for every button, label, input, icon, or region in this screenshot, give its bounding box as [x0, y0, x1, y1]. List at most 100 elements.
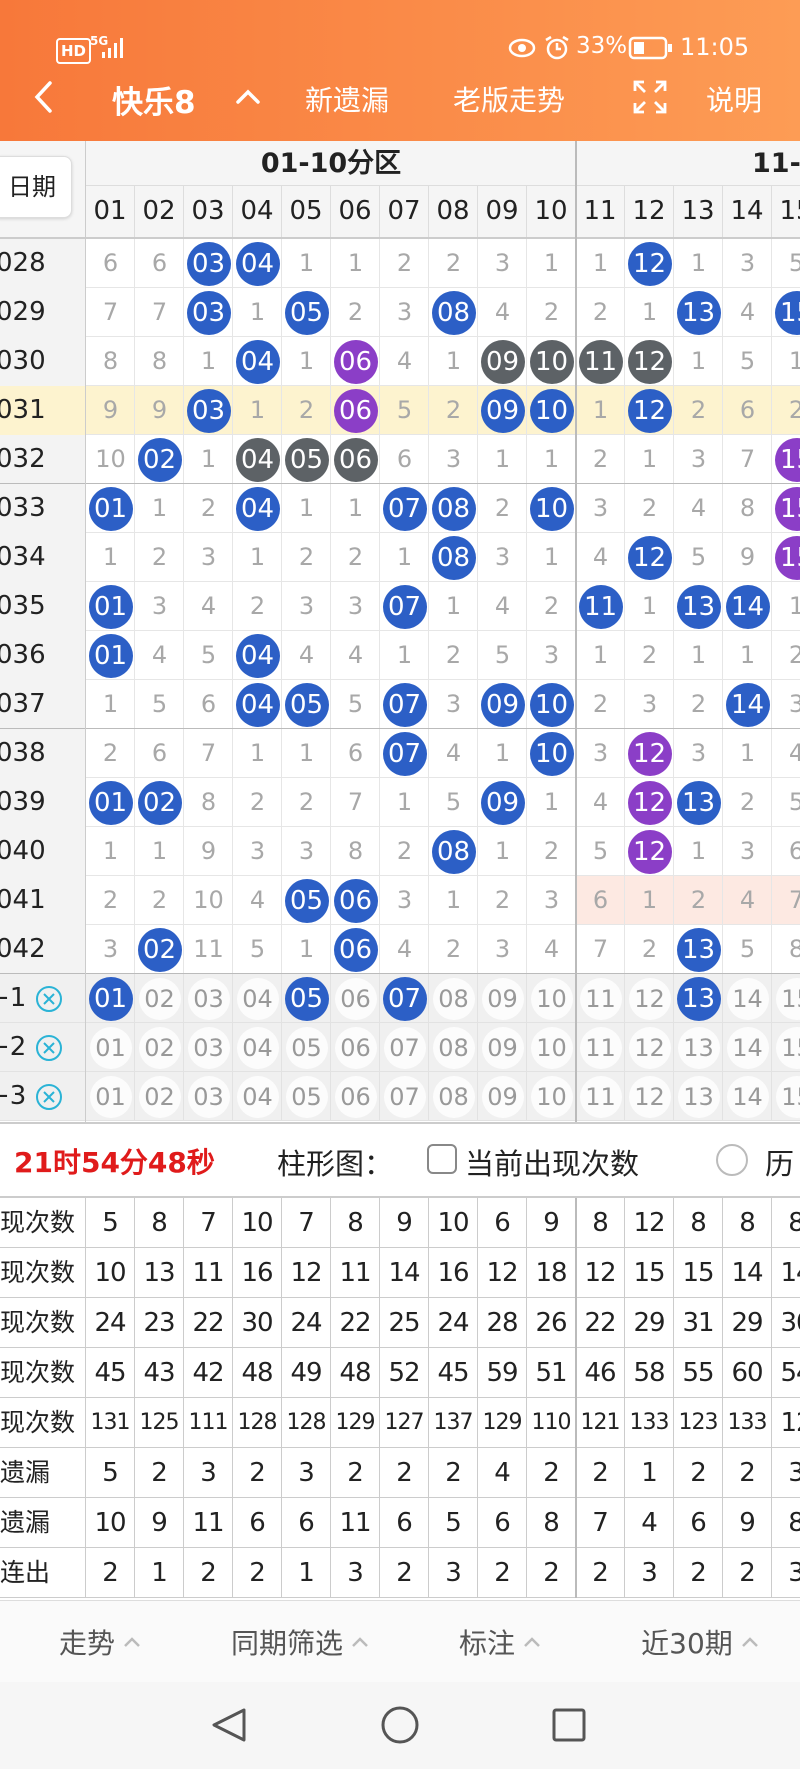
bottom-tab[interactable]: 同期筛选	[200, 1622, 400, 1662]
number-circle[interactable]: 09	[481, 1026, 524, 1069]
date-header[interactable]: 日期	[0, 156, 72, 218]
ball: 08	[431, 486, 476, 531]
miss-count: 3	[249, 837, 266, 865]
number-circle[interactable]: 11	[579, 977, 622, 1020]
clear-icon[interactable]	[34, 1082, 64, 1112]
number-circle[interactable]: 08	[432, 1026, 475, 1069]
number-circle[interactable]: 06	[334, 977, 377, 1020]
checkbox[interactable]	[427, 1144, 457, 1174]
number-circle[interactable]: 02	[138, 1026, 181, 1069]
checkbox-label[interactable]: 当前出现次数	[465, 1147, 640, 1181]
number-circle[interactable]: 09	[481, 1075, 524, 1118]
clear-icon[interactable]	[34, 984, 64, 1014]
number-circle[interactable]: 11	[579, 1075, 622, 1118]
cell-bg	[576, 778, 625, 827]
ball: 07	[382, 731, 427, 776]
number-circle[interactable]: 02	[138, 1075, 181, 1118]
cell-bg	[380, 1072, 429, 1121]
number-circle[interactable]: 07	[383, 1075, 426, 1118]
number-circle[interactable]: 05	[285, 1026, 328, 1069]
miss-count: 2	[347, 298, 364, 326]
miss-count: 1	[249, 739, 266, 767]
stats-value: 6	[674, 1498, 723, 1548]
number-circle[interactable]: 14	[726, 1075, 769, 1118]
number-circle[interactable]: 07	[383, 1026, 426, 1069]
miss-count: 4	[445, 739, 462, 767]
miss-count: 2	[102, 739, 119, 767]
help-button[interactable]: 说明	[706, 84, 763, 117]
miss-count: 1	[347, 494, 364, 522]
number-circle[interactable]: 08	[432, 1075, 475, 1118]
stats-value: 22	[576, 1298, 625, 1348]
number-circle[interactable]: 03	[187, 1075, 230, 1118]
number-circle[interactable]: 04	[236, 977, 279, 1020]
number-circle[interactable]: 10	[530, 1026, 573, 1069]
number-circle[interactable]: 14	[726, 1026, 769, 1069]
cell-bg	[576, 288, 625, 337]
stats-value: 133	[625, 1398, 674, 1448]
row-label: 029	[0, 288, 86, 337]
stats-value: 8	[723, 1198, 772, 1248]
number-circle[interactable]: 12	[628, 1026, 671, 1069]
number-circle[interactable]: 08	[432, 977, 475, 1020]
system-nav-icons	[212, 1706, 586, 1744]
number-circle[interactable]: 02	[138, 977, 181, 1020]
stats-value: 12	[772, 1398, 800, 1448]
bottom-tab[interactable]: 走势	[0, 1622, 200, 1662]
number-circle[interactable]: 09	[481, 977, 524, 1020]
miss-count: 2	[347, 543, 364, 571]
battery-percent: 33%	[576, 33, 628, 59]
number-circle[interactable]: 06	[334, 1075, 377, 1118]
cell-bg	[625, 484, 674, 533]
miss-count: 6	[151, 739, 168, 767]
stats-value: 10	[86, 1248, 135, 1298]
cell-bg	[674, 729, 723, 778]
stats-value: 46	[576, 1348, 625, 1398]
number-circle[interactable]: 12	[628, 977, 671, 1020]
stats-value: 29	[723, 1298, 772, 1348]
miss-count: 7	[200, 739, 217, 767]
number-circle[interactable]: 03	[187, 1026, 230, 1069]
miss-count: 5	[151, 690, 168, 718]
bottom-tab[interactable]: 近30期	[600, 1622, 800, 1662]
number-circle[interactable]: 13	[677, 1075, 720, 1118]
back-button[interactable]	[30, 80, 58, 114]
number-circle[interactable]: 10	[530, 1075, 573, 1118]
cell-bg	[282, 1023, 331, 1072]
radio[interactable]	[716, 1144, 748, 1176]
miss-count: 2	[543, 837, 560, 865]
miss-count: 3	[298, 837, 315, 865]
number-circle[interactable]: 13	[677, 1026, 720, 1069]
miss-count: 3	[494, 543, 511, 571]
number-circle[interactable]: 01	[89, 1026, 132, 1069]
nav-tab[interactable]: 老版走势	[453, 84, 566, 117]
number-circle[interactable]: 04	[236, 1075, 279, 1118]
number-circle[interactable]: 06	[334, 1026, 377, 1069]
number-circle[interactable]: 15	[775, 977, 800, 1020]
clear-icon[interactable]	[34, 1033, 64, 1063]
number-circle[interactable]: 14	[726, 977, 769, 1020]
miss-count: 2	[445, 396, 462, 424]
chevron	[741, 1637, 758, 1647]
title-dropdown[interactable]	[234, 86, 262, 106]
bottom-tab[interactable]: 标注	[400, 1622, 600, 1662]
nav-tab[interactable]: 新遗漏	[305, 84, 390, 117]
number-circle[interactable]: 04	[236, 1026, 279, 1069]
number-circle[interactable]: 05	[285, 1075, 328, 1118]
miss-count: 5	[347, 690, 364, 718]
stats-value: 131	[86, 1398, 135, 1448]
miss-count: 1	[690, 837, 707, 865]
number-circle[interactable]: 12	[628, 1075, 671, 1118]
number-circle[interactable]: 10	[530, 977, 573, 1020]
nav-title: 快乐8	[112, 85, 196, 121]
radio-label[interactable]: 历	[765, 1147, 795, 1181]
number-circle[interactable]: 01	[89, 1075, 132, 1118]
number-circle[interactable]: 11	[579, 1026, 622, 1069]
miss-count: 1	[641, 298, 658, 326]
number-circle[interactable]: 03	[187, 977, 230, 1020]
cell-bg	[135, 582, 184, 631]
cell-bg	[184, 582, 233, 631]
stats-value: 6	[478, 1198, 527, 1248]
header-divider	[86, 185, 800, 186]
fullscreen-button[interactable]	[632, 79, 668, 115]
